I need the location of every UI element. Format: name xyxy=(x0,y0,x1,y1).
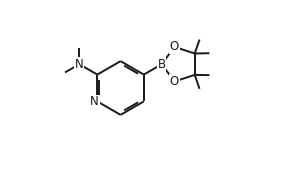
Text: N: N xyxy=(75,58,84,71)
Text: O: O xyxy=(170,75,179,88)
Text: N: N xyxy=(90,95,99,108)
Text: B: B xyxy=(158,58,166,71)
Text: O: O xyxy=(170,40,179,53)
